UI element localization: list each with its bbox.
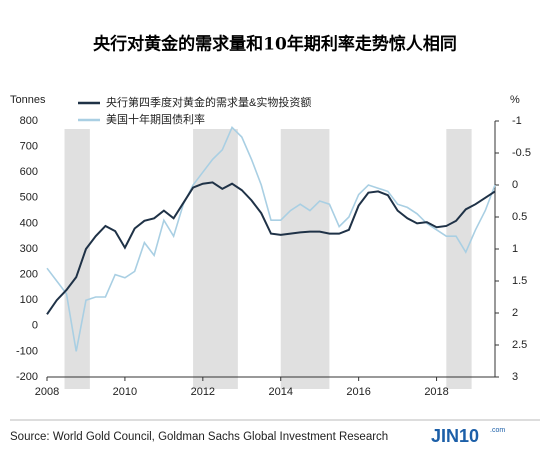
y2-tick-label: 2 [512, 307, 518, 319]
y-tick-label: 400 [20, 217, 38, 229]
y-tick-label: 0 [32, 320, 38, 332]
x-tick-label: 2016 [346, 386, 370, 398]
y2-tick-label: -1 [512, 115, 522, 127]
line [46, 181, 496, 315]
y-tick-label: 200 [20, 269, 38, 281]
chart-title: 央行对黄金的需求量和10年期利率走势惊人相同 [93, 34, 457, 55]
y-axis-label: Tonnes [10, 94, 46, 106]
y-tick-label: 500 [20, 192, 38, 204]
shaded-period [280, 129, 330, 389]
x-tick-label: 2012 [191, 386, 215, 398]
source: Source: World Gold Council, Goldman Sach… [10, 431, 388, 443]
line [46, 126, 496, 352]
legend-label: 美国十年期国债利率 [106, 112, 205, 126]
legend-label: 央行第四季度对黄金的需求量&实物投资额 [106, 95, 311, 109]
logo-suffix: .com [490, 427, 505, 434]
y2-axis-label: % [510, 94, 520, 106]
y2-tick-label: -0.5 [512, 147, 531, 159]
y2-tick-label: 0 [512, 179, 518, 191]
y-tick-label: -200 [16, 371, 38, 383]
y2-tick-label: 3 [512, 371, 518, 383]
x-tick-label: 2014 [268, 386, 292, 398]
y-tick-label: 100 [20, 294, 38, 306]
y-tick-label: 300 [20, 243, 38, 255]
y-tick-label: 700 [20, 141, 38, 153]
y2-tick-label: 1.5 [512, 275, 527, 287]
logo: JIN10 [431, 426, 479, 446]
shaded-period [446, 129, 472, 389]
shaded-period [193, 129, 238, 389]
y2-tick-label: 0.5 [512, 211, 527, 223]
y-tick-label: -100 [16, 345, 38, 357]
y-tick-label: 800 [20, 115, 38, 127]
x-tick-label: 2018 [424, 386, 448, 398]
y2-tick-label: 1 [512, 243, 518, 255]
x-tick-label: 2008 [35, 386, 59, 398]
y-tick-label: 600 [20, 166, 38, 178]
y2-tick-label: 2.5 [512, 339, 527, 351]
x-tick-label: 2010 [113, 386, 137, 398]
